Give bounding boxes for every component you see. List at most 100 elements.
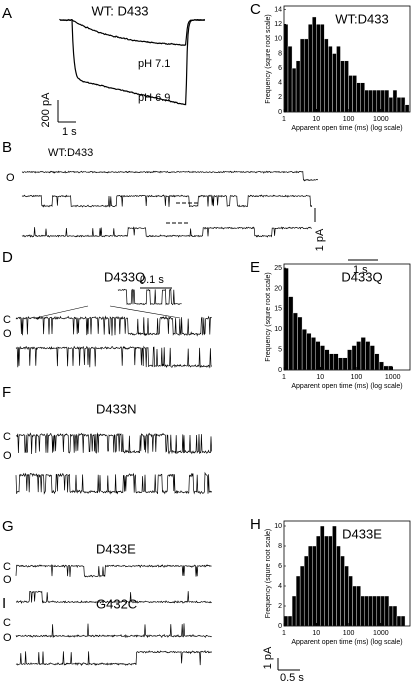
x-tick-label: 100 xyxy=(343,630,355,637)
y-tick-label: 2 xyxy=(278,94,282,101)
state-label: O xyxy=(3,328,12,340)
x-tick-label: 1000 xyxy=(373,630,389,637)
current-trace xyxy=(21,194,313,208)
current-trace xyxy=(117,288,182,306)
scale-label: 200 pA xyxy=(40,92,52,128)
bar xyxy=(310,337,316,371)
bar xyxy=(328,535,333,627)
panel-label: E xyxy=(250,259,260,276)
bar xyxy=(338,357,344,371)
bar xyxy=(387,365,393,371)
chart-title: WT:D433 xyxy=(335,11,388,26)
current-trace xyxy=(15,623,212,639)
x-tick-label: 100 xyxy=(351,374,363,381)
y-tick-label: 20 xyxy=(274,285,282,292)
x-tick-label: 1 xyxy=(282,630,286,637)
bar xyxy=(312,16,317,113)
bar xyxy=(292,312,298,371)
bar xyxy=(295,575,301,627)
bar xyxy=(287,615,293,627)
bar xyxy=(332,53,337,113)
y-tick-label: 8 xyxy=(278,543,282,550)
bar xyxy=(384,89,390,113)
x-tick-label: 1 xyxy=(282,116,286,123)
current-trace xyxy=(15,650,212,666)
x-tick-label: 10 xyxy=(312,630,320,637)
bar xyxy=(378,361,384,371)
x-tick-label: 1000 xyxy=(385,374,401,381)
panel-title: D433N xyxy=(96,401,136,416)
x-tick-label: 100 xyxy=(343,116,355,123)
bar xyxy=(301,329,307,371)
bar xyxy=(360,337,366,371)
scale-label: 0.1 s xyxy=(140,274,164,286)
bar xyxy=(380,89,386,113)
bar xyxy=(328,46,333,113)
bar xyxy=(392,605,398,627)
bar xyxy=(356,585,361,627)
bar xyxy=(372,89,378,113)
y-tick-label: 10 xyxy=(274,36,282,43)
panel-title: D433E xyxy=(96,541,136,556)
y-tick-label: 10 xyxy=(274,523,282,530)
plot-frame xyxy=(283,263,411,371)
panel-label: H xyxy=(250,516,261,533)
bar xyxy=(320,345,325,371)
bar xyxy=(329,353,335,371)
bar xyxy=(308,545,313,627)
bar xyxy=(384,595,390,627)
bar xyxy=(320,525,325,627)
state-label: O xyxy=(6,172,15,184)
bar xyxy=(369,345,375,371)
plot-frame xyxy=(283,5,411,113)
bar xyxy=(283,267,289,371)
bar xyxy=(303,38,309,113)
y-tick-label: 8 xyxy=(278,50,282,57)
bar xyxy=(297,316,303,371)
bar xyxy=(324,535,329,627)
y-tick-label: 0 xyxy=(278,623,282,630)
bar xyxy=(344,565,349,627)
scale-label: 0.5 s xyxy=(280,672,304,682)
current-trace xyxy=(59,18,205,46)
y-axis-label: Frequency (squre root scale) xyxy=(265,14,272,103)
panel-title: WT: D433 xyxy=(91,3,148,18)
bar xyxy=(340,60,345,113)
chart-title: D433E xyxy=(342,526,382,541)
state-label: C xyxy=(3,431,11,443)
bar xyxy=(303,555,309,627)
bar xyxy=(316,24,321,113)
bar xyxy=(364,89,369,113)
y-tick-label: 5 xyxy=(278,346,282,353)
bar xyxy=(360,82,365,113)
scale-label: 1 pA xyxy=(314,228,326,251)
scale-label: 1 s xyxy=(62,126,77,138)
plot-frame xyxy=(283,520,411,627)
panel-title: G432C xyxy=(96,596,137,611)
x-tick-label: 10 xyxy=(312,116,320,123)
bar xyxy=(287,46,293,113)
current-trace xyxy=(21,170,319,182)
bar xyxy=(332,525,337,627)
x-axis-label: Apparent open time (ms) (log scale) xyxy=(291,383,402,390)
y-tick-label: 6 xyxy=(278,563,282,570)
bar xyxy=(344,60,349,113)
current-trace xyxy=(15,590,212,604)
bar xyxy=(396,615,402,627)
state-label: C xyxy=(3,314,11,326)
state-label: C xyxy=(3,561,11,573)
state-label: O xyxy=(3,574,12,586)
bar xyxy=(347,349,353,371)
panel-label: B xyxy=(2,139,12,156)
x-axis-label: Apparent open time (ms) (log scale) xyxy=(291,639,402,646)
current-trace xyxy=(59,18,206,106)
bar xyxy=(352,75,357,113)
current-trace xyxy=(15,315,212,337)
panel-label: I xyxy=(2,595,6,612)
current-trace xyxy=(21,226,312,238)
bar xyxy=(374,353,380,371)
bar xyxy=(364,595,369,627)
bar xyxy=(308,24,313,113)
bar xyxy=(396,97,402,113)
